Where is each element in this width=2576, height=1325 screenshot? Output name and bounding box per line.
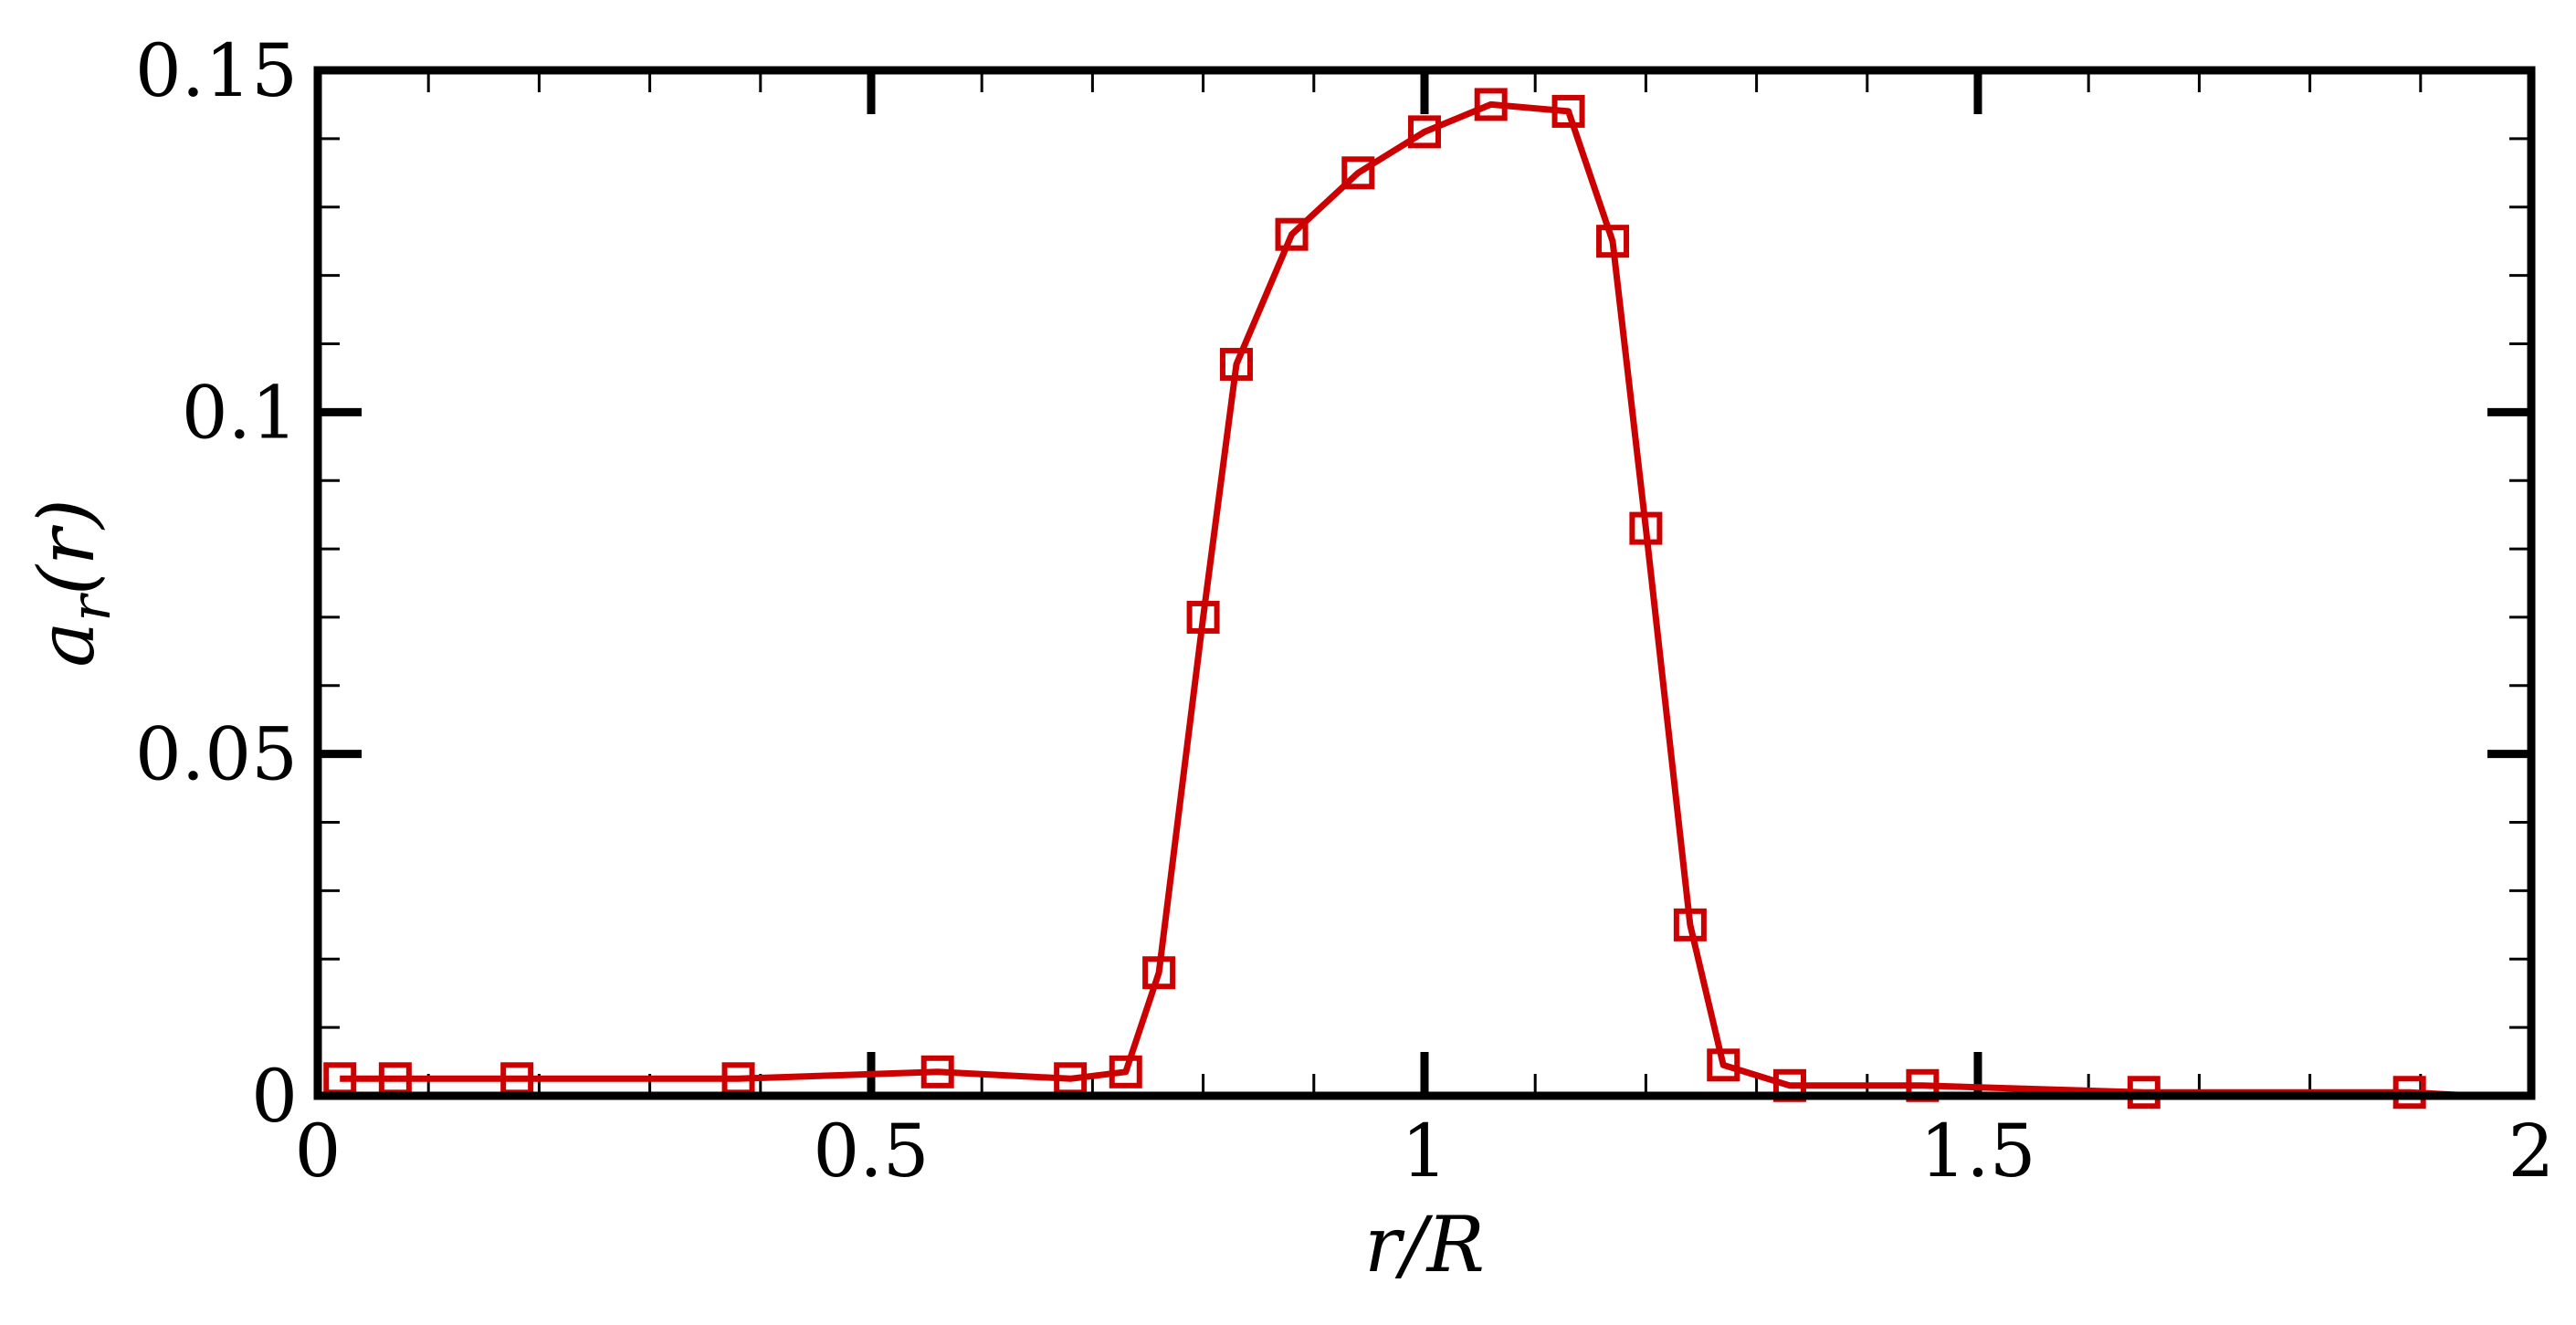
y-tick-label: 0	[251, 1054, 298, 1139]
major-ticks	[313, 66, 2536, 1100]
data-point-marker	[1551, 94, 1585, 128]
x-tick-label: 0.5	[813, 1109, 929, 1194]
data-point-marker	[1596, 225, 1630, 258]
data-point-marker	[1474, 88, 1508, 121]
minor-ticks	[318, 70, 2531, 1096]
data-point-marker	[1186, 600, 1220, 634]
series-line	[340, 100, 2476, 1099]
data-point-marker	[1219, 347, 1253, 381]
x-tick-label: 2	[2508, 1109, 2555, 1194]
y-axis-label-base: a	[22, 622, 111, 668]
data-point-marker	[1673, 908, 1707, 941]
tick-labels: 0 0.5 1 1.5 2 0 0.05 0.1 0.15	[135, 28, 2555, 1194]
y-tick-label: 0.1	[182, 370, 298, 455]
y-axis-label-sub: r	[59, 593, 123, 622]
x-tick-label: 1.5	[1919, 1109, 2035, 1194]
x-tick-label: 1	[1402, 1109, 1448, 1194]
data-point-marker	[920, 1055, 954, 1088]
data-point-marker	[1707, 1048, 1740, 1082]
y-axis-label-rest: (r)	[22, 499, 111, 595]
data-point-marker	[1109, 1055, 1142, 1088]
y-tick-label: 0.05	[135, 712, 298, 797]
data-point-marker	[1629, 511, 1663, 545]
y-axis-label: ar(r)	[22, 499, 123, 667]
data-point-marker	[1408, 115, 1441, 149]
data-point-marker	[1275, 217, 1309, 251]
data-point-marker	[1341, 156, 1375, 190]
series-layer	[323, 88, 2476, 1109]
data-point-marker	[1142, 956, 1176, 990]
y-tick-label: 0.15	[135, 28, 298, 113]
x-axis-label: r/R	[1364, 1200, 1485, 1289]
plot-frame	[313, 66, 2536, 1100]
x-tick-label: 0	[295, 1109, 342, 1194]
